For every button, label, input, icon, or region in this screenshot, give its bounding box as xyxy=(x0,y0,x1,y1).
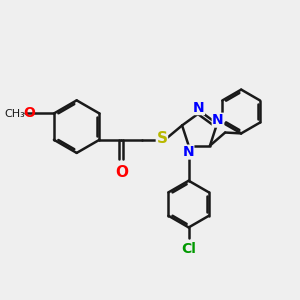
Text: N: N xyxy=(193,101,205,115)
Text: Cl: Cl xyxy=(181,242,196,256)
Text: O: O xyxy=(115,166,128,181)
Text: N: N xyxy=(212,113,224,127)
Text: CH₃: CH₃ xyxy=(4,109,25,119)
Text: S: S xyxy=(156,131,167,146)
Text: O: O xyxy=(23,106,35,121)
Text: N: N xyxy=(182,145,194,159)
